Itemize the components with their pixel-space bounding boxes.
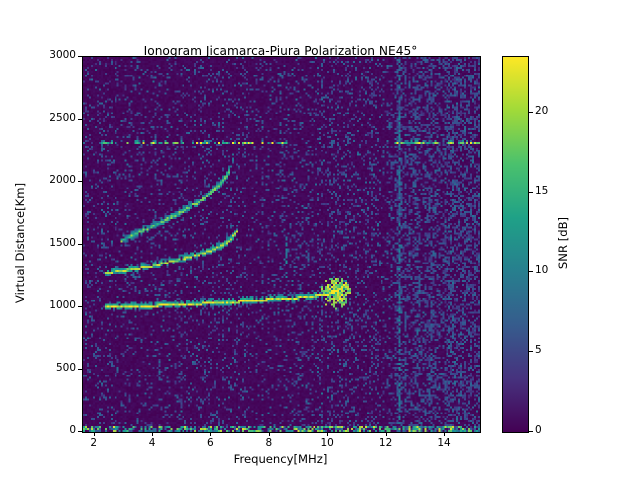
colorbar-tick-mark bbox=[529, 351, 533, 353]
colorbar-tick-mark bbox=[529, 191, 533, 193]
x-tick-label: 6 bbox=[207, 437, 214, 449]
y-tick-mark bbox=[78, 118, 82, 120]
x-tick-mark bbox=[385, 432, 387, 436]
colorbar-tick-label: 10 bbox=[535, 264, 549, 277]
x-tick-label: 14 bbox=[437, 437, 451, 449]
y-tick-mark bbox=[78, 368, 82, 370]
colorbar-tick-mark bbox=[529, 271, 533, 273]
colorbar-label: SNR [dB] bbox=[556, 216, 570, 270]
y-tick-label: 2000 bbox=[49, 174, 76, 186]
y-tick-mark bbox=[78, 431, 82, 432]
y-tick-label: 3000 bbox=[49, 49, 76, 61]
y-tick-mark bbox=[78, 56, 82, 57]
x-tick-mark bbox=[210, 432, 212, 436]
colorbar-tick-label: 0 bbox=[535, 424, 542, 436]
x-tick-mark bbox=[152, 432, 154, 436]
y-tick-label: 1000 bbox=[49, 299, 76, 311]
y-tick-mark bbox=[78, 181, 82, 182]
x-tick-mark bbox=[268, 432, 270, 436]
x-tick-mark bbox=[327, 432, 329, 436]
x-tick-label: 4 bbox=[148, 437, 156, 449]
plot-area bbox=[82, 56, 481, 433]
colorbar-gradient bbox=[503, 57, 528, 432]
x-axis-label: Frequency[MHz] bbox=[233, 452, 328, 466]
y-tick-mark bbox=[78, 243, 82, 245]
x-tick-label: 8 bbox=[265, 437, 273, 449]
y-tick-label: 500 bbox=[55, 361, 76, 374]
colorbar-tick-label: 5 bbox=[535, 344, 542, 357]
colorbar-tick-label: 20 bbox=[535, 104, 549, 117]
y-tick-label: 2500 bbox=[49, 111, 76, 124]
y-axis-label: Virtual Distance[Km] bbox=[13, 182, 27, 304]
x-tick-label: 12 bbox=[378, 437, 393, 449]
y-tick-mark bbox=[78, 306, 82, 307]
colorbar-tick-mark bbox=[529, 431, 533, 432]
ionogram-heatmap bbox=[83, 57, 480, 432]
colorbar-tick-label: 15 bbox=[535, 184, 549, 197]
x-tick-label: 10 bbox=[320, 437, 334, 449]
figure-title-line-1: Ionogram Jicamarca-Piura Polarization NE… bbox=[143, 44, 418, 58]
colorbar-tick-mark bbox=[529, 111, 533, 113]
x-tick-mark bbox=[444, 432, 445, 436]
y-tick-label: 0 bbox=[69, 424, 76, 436]
colorbar bbox=[502, 56, 529, 433]
y-tick-label: 1500 bbox=[49, 236, 76, 249]
colorbar-label-container: SNR [dB] bbox=[548, 0, 578, 480]
x-tick-mark bbox=[93, 432, 95, 436]
x-tick-label: 2 bbox=[90, 437, 98, 449]
y-axis-label-container: Virtual Distance[Km] bbox=[0, 0, 30, 480]
